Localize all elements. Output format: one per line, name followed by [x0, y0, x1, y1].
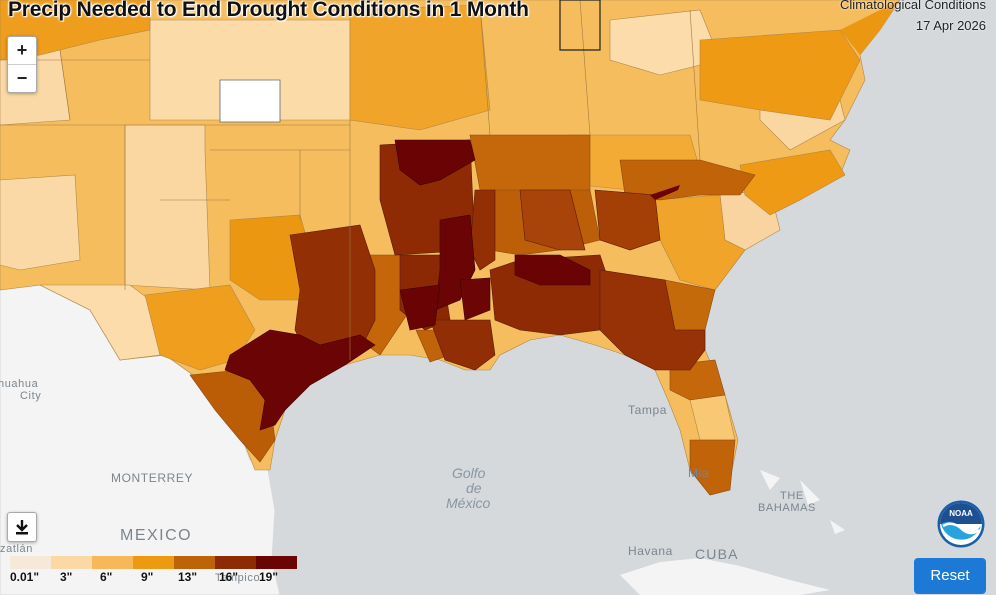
download-button[interactable]: [7, 512, 37, 542]
legend-label-1: 3": [60, 570, 73, 584]
label-miami: Mia: [688, 466, 710, 480]
label-cuba: CUBA: [695, 546, 739, 562]
legend-label-5: 16": [219, 570, 239, 584]
legend-label-6: 19": [259, 570, 279, 584]
label-tampico: Tampico: [215, 572, 261, 584]
legend-swatch-1: [51, 556, 92, 569]
noaa-logo-text: NOAA: [949, 509, 973, 518]
legend-swatch-4: [174, 556, 215, 569]
download-icon: [16, 520, 28, 535]
label-gulf-3: México: [446, 495, 491, 511]
label-bahamas-2: BAHAMAS: [758, 502, 816, 514]
map-subtitle: Climatological Conditions: [840, 0, 986, 12]
label-chihuahua: huahua: [0, 378, 39, 390]
legend-label-3: 9": [141, 570, 154, 584]
legend-label-4: 13": [178, 570, 198, 584]
label-chihuahua-city: City: [20, 390, 42, 402]
legend-swatch-0: [10, 556, 51, 569]
label-monterrey: MONTERREY: [111, 471, 194, 485]
legend-label-0: 0.01": [10, 570, 40, 584]
label-tampa: Tampa: [628, 403, 668, 417]
map-title: Precip Needed to End Drought Conditions …: [8, 0, 529, 21]
zoom-in-button[interactable]: +: [16, 40, 28, 60]
legend-swatch-3: [133, 556, 174, 569]
noaa-logo: NOAA: [937, 500, 985, 548]
reset-button[interactable]: Reset: [914, 558, 986, 594]
label-mazatlan: zatlán: [0, 543, 33, 555]
label-bahamas-1: THE: [780, 490, 804, 502]
label-havana: Havana: [628, 544, 673, 558]
zoom-control: + −: [7, 36, 37, 93]
label-mexico: MEXICO: [120, 527, 193, 544]
legend-swatch-5: [215, 556, 256, 569]
legend-swatch-6: [256, 556, 297, 569]
cuba-land: [620, 558, 830, 595]
map-date: 17 Apr 2026: [915, 18, 986, 33]
legend-swatch-2: [92, 556, 133, 569]
zoom-out-button[interactable]: −: [8, 64, 36, 92]
label-gulf-2: de: [466, 480, 482, 496]
label-gulf-1: Golfo: [452, 465, 486, 481]
legend-label-2: 6": [100, 570, 113, 584]
